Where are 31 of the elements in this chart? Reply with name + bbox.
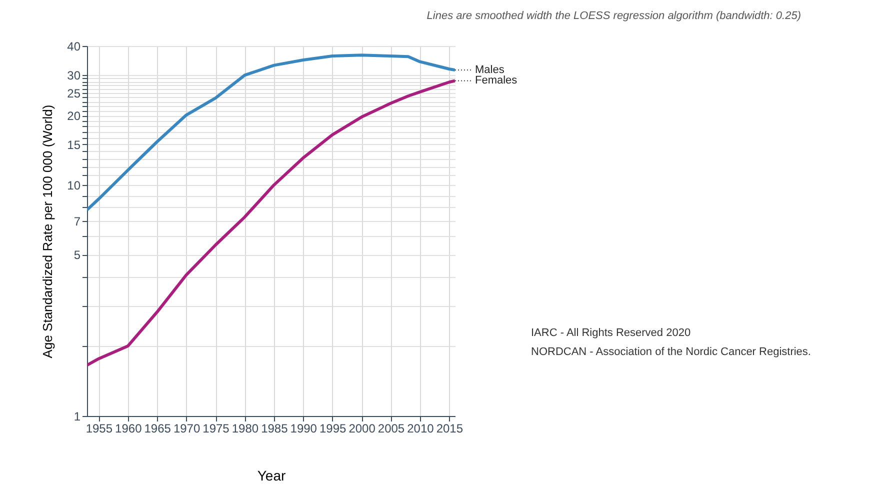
y-tick-label: 20 (67, 109, 81, 124)
x-axis-title: Year (257, 468, 286, 484)
x-tick-label: 1965 (144, 422, 172, 436)
y-tick-label: 7 (74, 214, 81, 228)
text: IARC - All Rights Reserved 2020 (531, 327, 691, 339)
text: Lines are smoothed width the LOESS regression algorithm (bandwidth: 0.25) (426, 10, 802, 22)
line-series (87, 79, 455, 367)
text: NORDCAN - Association of the Nordic Cancer Registries. (531, 346, 811, 358)
x-tick-label: 1960 (115, 422, 142, 436)
x-tick-label: 1985 (261, 422, 288, 436)
y-axis-title: Age Standardized Rate per 100 000 (World) (40, 104, 56, 358)
x-tick-label: 2005 (378, 422, 405, 436)
x-tick-label: 1980 (232, 422, 259, 436)
y-tick-label: 5 (74, 248, 81, 262)
series-label: Males (475, 64, 505, 76)
x-tick-label: 1995 (319, 422, 347, 436)
series-label: Females (475, 74, 518, 87)
x-tick-label: 2015 (436, 422, 464, 436)
line-series (87, 54, 455, 212)
y-tick-label: 10 (67, 178, 81, 193)
y-tick-label: 1 (74, 410, 81, 424)
y-tick-label: 30 (67, 68, 81, 82)
x-tick-label: 1975 (202, 422, 230, 436)
x-tick-label: 1955 (86, 422, 113, 436)
y-tick-label: 40 (67, 40, 81, 54)
x-tick-label: 2010 (407, 422, 434, 436)
x-tick-label: 2000 (348, 422, 376, 436)
x-tick-label: 1970 (173, 422, 200, 436)
y-tick-label: 15 (67, 138, 81, 152)
x-tick-label: 1990 (290, 422, 318, 436)
y-tick-label: 25 (67, 86, 81, 101)
